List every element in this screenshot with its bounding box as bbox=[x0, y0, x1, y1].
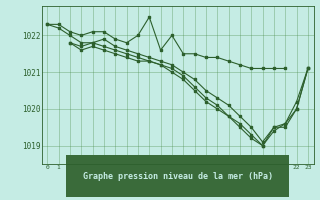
X-axis label: Graphe pression niveau de la mer (hPa): Graphe pression niveau de la mer (hPa) bbox=[83, 172, 273, 181]
